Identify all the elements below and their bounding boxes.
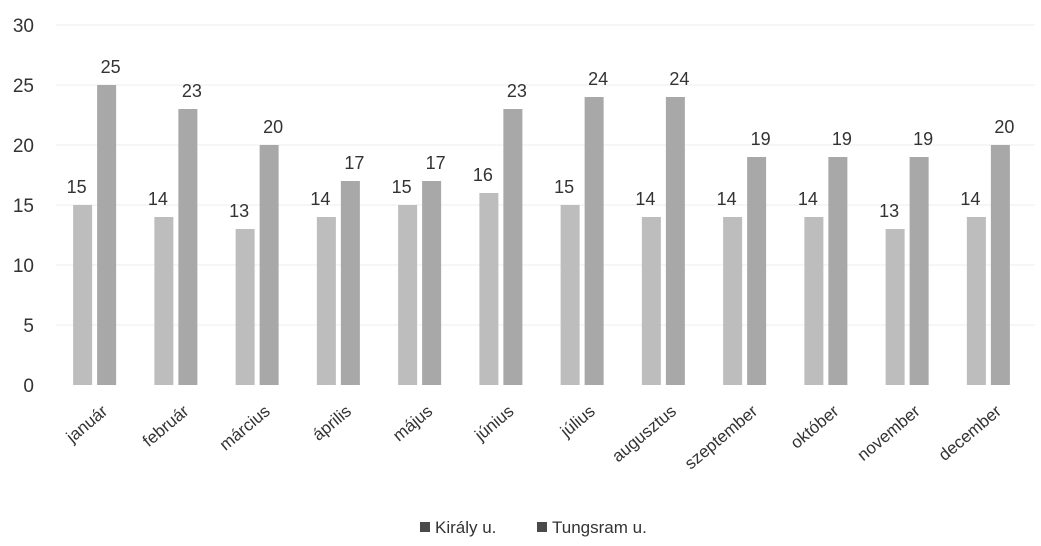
bar-tungsram — [503, 109, 523, 385]
data-label: 19 — [913, 129, 933, 149]
y-tick-label: 30 — [13, 16, 34, 37]
bar-tungsram — [259, 145, 279, 385]
bar-kiraly — [804, 217, 824, 385]
y-tick-label: 20 — [13, 136, 34, 157]
data-label: 13 — [879, 201, 899, 221]
y-tick-label: 15 — [13, 196, 34, 217]
x-tick-label: december — [935, 401, 1005, 464]
data-label: 20 — [994, 117, 1014, 137]
bar-tungsram — [97, 85, 117, 385]
legend-label-kiraly: Király u. — [435, 518, 496, 537]
bar-tungsram — [747, 157, 767, 385]
data-label: 14 — [960, 189, 980, 209]
bar-kiraly — [641, 217, 661, 385]
data-label: 20 — [263, 117, 283, 137]
data-label: 24 — [669, 69, 689, 89]
bar-kiraly — [885, 229, 905, 385]
bar-kiraly — [154, 217, 174, 385]
bar-tungsram — [990, 145, 1010, 385]
data-label: 19 — [832, 129, 852, 149]
x-tick-label: február — [139, 401, 193, 450]
data-label: 17 — [344, 153, 364, 173]
data-label: 15 — [67, 177, 87, 197]
data-label: 25 — [101, 57, 121, 77]
x-tick-label: május — [389, 402, 436, 446]
data-label: 13 — [229, 201, 249, 221]
bar-kiraly — [235, 229, 255, 385]
bar-tungsram — [909, 157, 929, 385]
data-label: 16 — [473, 165, 493, 185]
data-label: 24 — [588, 69, 608, 89]
data-label: 14 — [717, 189, 737, 209]
y-tick-label: 0 — [23, 376, 34, 397]
x-tick-label: július — [556, 402, 599, 442]
data-label: 14 — [148, 189, 168, 209]
x-tick-label: április — [309, 402, 355, 445]
data-label: 19 — [751, 129, 771, 149]
bar-tungsram — [584, 97, 604, 385]
data-label: 14 — [310, 189, 330, 209]
y-tick-label: 10 — [13, 256, 34, 277]
bar-tungsram — [665, 97, 685, 385]
bar-kiraly — [73, 205, 93, 385]
bar-kiraly — [398, 205, 418, 385]
x-tick-label: március — [216, 402, 274, 455]
bar-tungsram — [828, 157, 848, 385]
bar-kiraly — [723, 217, 743, 385]
x-tick-label: augusztus — [608, 402, 680, 466]
x-tick-label: október — [787, 401, 843, 452]
x-tick-label: január — [62, 401, 111, 447]
x-tick-label: szeptember — [681, 401, 762, 473]
data-label: 15 — [392, 177, 412, 197]
data-label: 14 — [635, 189, 655, 209]
x-tick-label: június — [470, 402, 517, 446]
y-tick-label: 25 — [13, 76, 34, 97]
y-tick-label: 5 — [23, 316, 34, 337]
bar-kiraly — [479, 193, 499, 385]
data-label: 23 — [507, 81, 527, 101]
data-label: 14 — [798, 189, 818, 209]
bar-kiraly — [966, 217, 986, 385]
x-tick-label: november — [854, 401, 924, 464]
legend-swatch-tungsram — [537, 522, 547, 532]
bar-kiraly — [560, 205, 580, 385]
legend-label-tungsram: Tungsram u. — [552, 518, 647, 537]
data-label: 23 — [182, 81, 202, 101]
bar-tungsram — [340, 181, 360, 385]
legend-swatch-kiraly — [420, 522, 430, 532]
bar-kiraly — [316, 217, 336, 385]
bar-tungsram — [178, 109, 198, 385]
data-label: 17 — [426, 153, 446, 173]
data-label: 15 — [554, 177, 574, 197]
bar-tungsram — [422, 181, 442, 385]
